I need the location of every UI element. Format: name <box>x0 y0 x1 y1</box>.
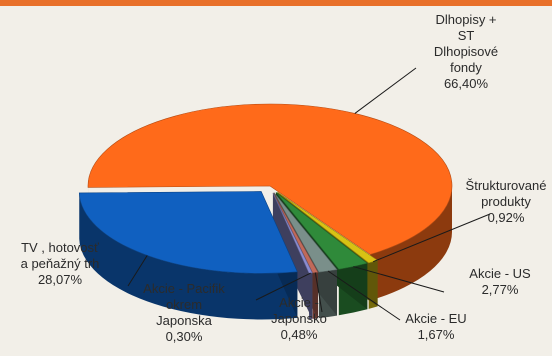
slice-label: TV , hotovosť a peňažný trh 28,07% <box>21 240 100 287</box>
pie-slice <box>272 192 313 274</box>
slice-label: Akcie - Pacifik okrem Japonska 0,30% <box>143 281 225 344</box>
slice-label-line: produkty <box>481 194 531 209</box>
slice-value: 0,30% <box>166 329 203 344</box>
leader-line <box>353 266 445 293</box>
leader-line <box>314 272 323 313</box>
leader-line <box>372 213 491 263</box>
slice-label: Dlhopisy + ST Dlhopisové fondy 66,40% <box>434 12 498 91</box>
slice-label: Akcie - US 2,77% <box>469 266 531 297</box>
slice-label-line: TV , hotovosť <box>21 240 99 255</box>
slice-label-line: Akcie - <box>279 295 319 310</box>
slice-value: 66,40% <box>444 76 489 91</box>
slice-label-line: ST <box>458 28 475 43</box>
slice-label-line: Akcie - EU <box>405 311 466 326</box>
slice-label-line: okrem <box>166 297 202 312</box>
slice-label-line: Dlhopisy + <box>435 12 496 27</box>
slice-label-line: fondy <box>450 60 482 75</box>
pie-slice-side <box>370 186 452 301</box>
slice-value: 0,48% <box>281 327 318 342</box>
slice-label-line: Japonsko <box>271 311 327 326</box>
slice-label: Akcie -Japonsko 0,48% <box>271 295 327 342</box>
slice-label-line: Akcie - Pacifik <box>143 281 225 296</box>
pie-slice-cut <box>272 192 313 319</box>
leader-line <box>127 255 148 287</box>
accent-bar <box>0 0 552 6</box>
slice-value: 2,77% <box>482 282 519 297</box>
pie-slice <box>275 192 368 270</box>
slice-label-line: Štrukturované <box>466 178 547 193</box>
slice-value: 0,92% <box>488 210 525 225</box>
slice-label-line: a peňažný trh <box>21 256 100 271</box>
pie-slice <box>78 191 298 274</box>
pie-slice-side <box>79 192 298 320</box>
pie-tops <box>78 103 453 274</box>
slice-labels: Dlhopisy + ST Dlhopisové fondy 66,40% Štruktu… <box>21 12 547 344</box>
leader-lines <box>127 67 491 321</box>
slice-label: Akcie - EU 1,67% <box>405 311 466 342</box>
pie-slice <box>273 192 338 273</box>
slice-label-line: Japonska <box>156 313 212 328</box>
slice-label-line: Akcie - US <box>469 266 531 281</box>
slice-value: 1,67% <box>418 327 455 342</box>
slice-value: 28,07% <box>38 272 83 287</box>
leader-line <box>354 67 417 114</box>
leader-line <box>255 272 311 301</box>
leader-line <box>327 270 401 321</box>
slice-label-line: Dlhopisové <box>434 44 498 59</box>
slice-label: Štrukturované produkty 0,92% <box>466 178 547 225</box>
